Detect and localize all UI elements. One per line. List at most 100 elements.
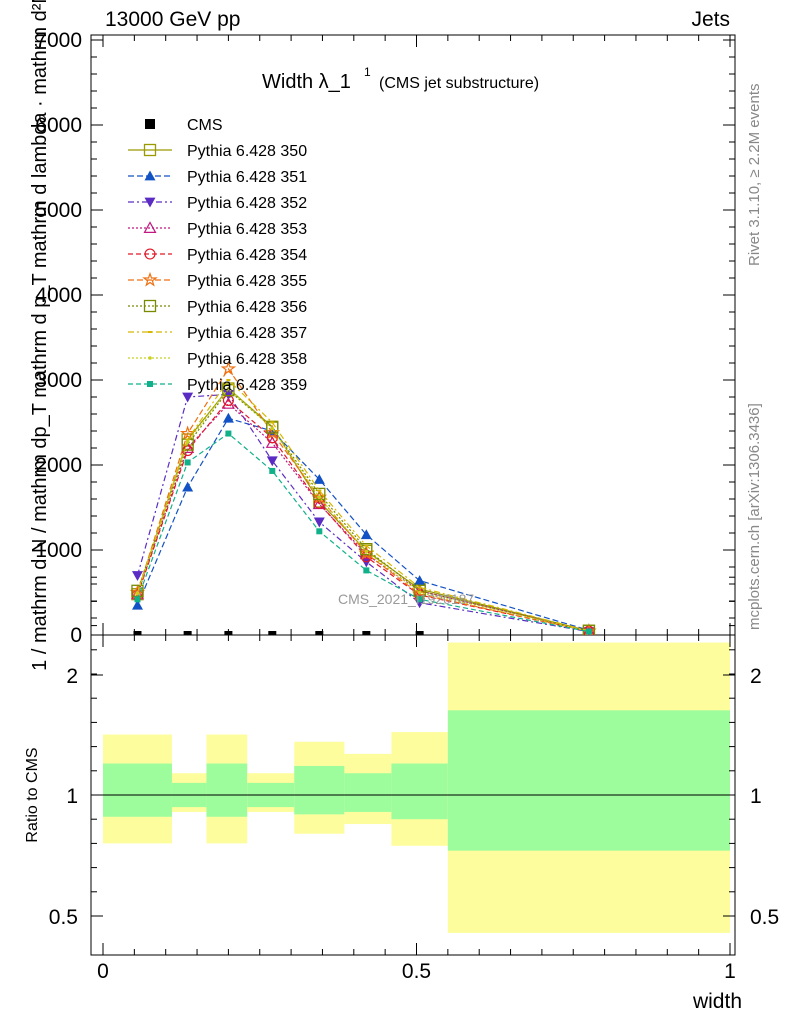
legend-marker xyxy=(143,299,157,313)
y-tick-label: 7000 xyxy=(35,29,82,52)
legend-marker xyxy=(147,381,153,387)
series-point xyxy=(360,529,372,540)
series-point xyxy=(135,591,140,596)
ratio-bands xyxy=(91,642,735,933)
series-point xyxy=(131,599,143,610)
series-point xyxy=(360,543,373,556)
series-point xyxy=(417,590,422,595)
series-point xyxy=(182,392,194,403)
series-point xyxy=(313,473,325,484)
legend-marker xyxy=(144,248,156,260)
chart-title-suffix: (CMS jet substructure) xyxy=(379,75,539,92)
legend-marker xyxy=(143,221,157,233)
series-line xyxy=(136,417,590,631)
legend-label: Pythia 6.428 357 xyxy=(187,325,307,342)
legend-label-cms: CMS xyxy=(187,117,223,134)
header-category-label: Jets xyxy=(691,8,730,31)
cms-point xyxy=(268,631,277,635)
cms-point xyxy=(415,631,424,635)
series-line xyxy=(136,379,590,632)
cms-point xyxy=(183,631,192,635)
cms-point xyxy=(362,631,371,635)
series-line xyxy=(136,432,590,633)
series-point xyxy=(181,441,195,453)
legend-label: Pythia 6.428 355 xyxy=(187,273,307,290)
series-point xyxy=(363,567,370,574)
legend-marker xyxy=(143,143,157,157)
series-point xyxy=(364,544,369,547)
series-point xyxy=(185,438,190,441)
legend-label: Pythia 6.428 359 xyxy=(187,377,307,394)
legend-marker xyxy=(148,356,152,360)
series-point xyxy=(220,360,237,376)
series-point xyxy=(185,440,190,444)
series-point xyxy=(221,397,235,409)
series-point xyxy=(264,424,281,440)
series-point xyxy=(316,528,323,535)
y-tick-label: 2000 xyxy=(35,454,82,477)
series-point xyxy=(317,495,322,500)
legend-label: Pythia 6.428 352 xyxy=(187,195,307,212)
analysis-watermark: CMS_2021_I1920187 xyxy=(338,591,474,607)
x-axis-label: width xyxy=(692,990,742,1013)
series-line xyxy=(136,389,590,632)
series-point xyxy=(184,459,191,466)
series-point xyxy=(222,384,235,397)
series-layer xyxy=(129,360,597,635)
legend: CMS Pythia 6.428 350 Pythia 6.428 351 Pythi… xyxy=(128,117,307,394)
series-point xyxy=(585,628,592,635)
series-point xyxy=(134,596,141,603)
series-point xyxy=(182,481,194,492)
x-tick-label: 0.5 xyxy=(402,960,431,983)
ratio-tick-label-left: 1 xyxy=(66,785,78,808)
series-3 xyxy=(131,390,595,635)
legend-label: Pythia 6.428 353 xyxy=(187,221,307,238)
series-line xyxy=(136,367,590,632)
legend-label: Pythia 6.428 354 xyxy=(187,247,307,264)
legend-label: Pythia 6.428 351 xyxy=(187,169,307,186)
legend-marker xyxy=(144,197,156,208)
legend-marker xyxy=(148,331,152,333)
chart-title-main: Width λ_1 xyxy=(262,71,351,93)
series-point xyxy=(270,426,275,431)
series-point xyxy=(222,412,234,423)
ratio-axis-label: Ratio to CMS xyxy=(24,747,41,842)
y-tick-label: 1000 xyxy=(35,539,82,562)
y-axis-label: 1 / mathrm d N / mathrm dp_T mathrm d p_… xyxy=(29,0,51,671)
ratio-tick-label-left: 0.5 xyxy=(49,906,78,929)
series-point xyxy=(269,467,276,474)
y-tick-label: 6000 xyxy=(35,114,82,137)
chart-title-superscript: 1 xyxy=(364,65,371,79)
series-line xyxy=(136,393,590,633)
y-tick-label: 3000 xyxy=(35,369,82,392)
series-point xyxy=(358,545,375,561)
legend-marker-cms xyxy=(145,119,155,129)
legend-label: Pythia 6.428 356 xyxy=(187,299,307,316)
series-point xyxy=(417,586,422,589)
series-point xyxy=(360,557,372,568)
series-point xyxy=(266,456,278,467)
chart-title: Width λ_1 1 (CMS jet substructure) xyxy=(262,65,539,93)
series-point xyxy=(226,379,231,381)
series-line xyxy=(136,387,590,632)
x-tick-label: 1 xyxy=(724,960,736,983)
y-tick-label: 0 xyxy=(70,624,82,647)
ratio-tick-label-right: 0.5 xyxy=(750,906,779,929)
series-point xyxy=(179,425,196,441)
main-axes: 0 1000 2000 3000 4000 5000 6000 7000 xyxy=(35,29,735,647)
series-2 xyxy=(131,412,595,635)
series-point xyxy=(313,517,325,528)
y-tick-label: 5000 xyxy=(35,199,82,222)
ratio-tick-label-left: 2 xyxy=(66,665,78,688)
ratio-band-inner xyxy=(294,765,345,815)
legend-label: Pythia 6.428 358 xyxy=(187,351,307,368)
ratio-band-inner xyxy=(391,763,448,820)
series-point xyxy=(270,421,275,424)
series-point xyxy=(416,596,423,603)
ratio-band-inner xyxy=(206,763,248,817)
series-point xyxy=(414,575,426,585)
series-line xyxy=(136,399,590,632)
ratio-band-inner xyxy=(447,710,730,851)
series-line xyxy=(136,387,590,632)
